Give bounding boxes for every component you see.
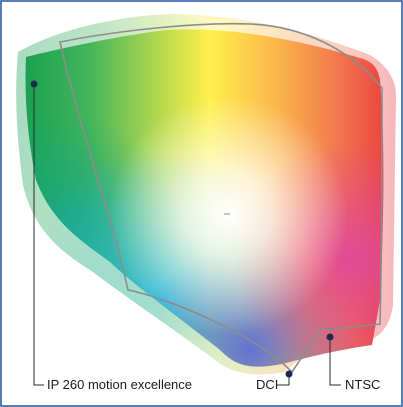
marker-ip xyxy=(30,80,38,88)
marker-ntsc xyxy=(326,333,334,341)
label-ntsc: NTSC xyxy=(345,377,381,392)
leader-ntsc xyxy=(329,337,341,386)
leader-dci xyxy=(276,374,290,386)
label-ip-260: IP 260 motion excellence xyxy=(47,377,193,392)
label-dci: DCI xyxy=(256,377,279,392)
marker-dci xyxy=(285,370,293,378)
leader-ip xyxy=(33,84,44,386)
dci-outline xyxy=(59,22,383,374)
